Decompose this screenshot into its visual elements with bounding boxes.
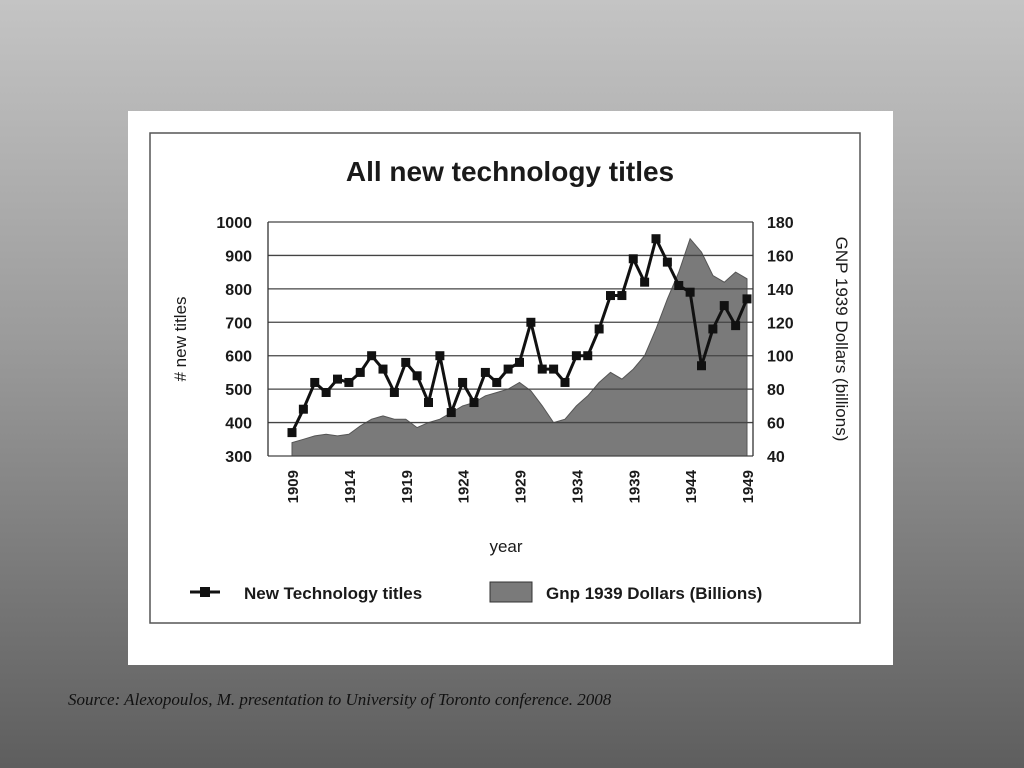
titles-point bbox=[583, 351, 593, 361]
chart-title: All new technology titles bbox=[346, 156, 674, 187]
gnp-area bbox=[291, 237, 748, 457]
chart-image: All new technology titles 300 400 500 600 70… bbox=[128, 111, 893, 665]
y-tick-label: 500 bbox=[225, 382, 252, 399]
titles-point bbox=[389, 387, 399, 397]
y-tick-label: 700 bbox=[225, 315, 252, 332]
titles-point bbox=[594, 324, 604, 334]
titles-point bbox=[571, 351, 581, 361]
titles-point bbox=[446, 408, 456, 418]
legend-marker-swatch bbox=[200, 587, 210, 597]
titles-point bbox=[526, 317, 536, 327]
chart: All new technology titles 300 400 500 600 70… bbox=[149, 132, 861, 624]
x-tick-label: 1934 bbox=[569, 469, 586, 503]
titles-point bbox=[685, 287, 695, 297]
titles-point bbox=[515, 357, 524, 367]
titles-point bbox=[674, 281, 684, 291]
titles-point bbox=[412, 371, 422, 381]
y-tick-label: 800 bbox=[225, 282, 252, 299]
y2-tick-label: 80 bbox=[767, 382, 785, 399]
titles-point bbox=[742, 294, 752, 304]
y-axis-label: # new titles bbox=[171, 296, 190, 381]
y2-tick-label: 40 bbox=[767, 449, 785, 466]
titles-point bbox=[321, 387, 331, 397]
y2-tick-label: 180 bbox=[767, 215, 794, 232]
legend: New Technology titles Gnp 1939 Dollars (… bbox=[190, 581, 762, 603]
titles-point bbox=[662, 257, 672, 267]
x-axis-label: year bbox=[489, 537, 522, 556]
x-tick-label: 1919 bbox=[399, 470, 416, 503]
legend-area-swatch bbox=[489, 581, 533, 603]
x-tick-label: 1924 bbox=[456, 469, 473, 503]
y2-tick-label: 120 bbox=[767, 315, 794, 332]
y-tick-label: 1000 bbox=[216, 215, 252, 232]
legend-label-titles: New Technology titles bbox=[244, 584, 422, 603]
y-tick-label: 300 bbox=[225, 449, 252, 466]
titles-point bbox=[435, 351, 445, 361]
titles-point bbox=[367, 351, 377, 361]
titles-point bbox=[628, 254, 638, 264]
x-tick-label: 1914 bbox=[342, 469, 359, 503]
y2-tick-label: 100 bbox=[767, 349, 794, 366]
legend-label-gnp: Gnp 1939 Dollars (Billions) bbox=[546, 584, 762, 603]
x-tick-label: 1944 bbox=[683, 469, 700, 503]
titles-point bbox=[458, 377, 468, 387]
titles-point bbox=[378, 364, 388, 374]
y2-axis-label: GNP 1939 Dollars (billions) bbox=[832, 237, 851, 442]
y-tick-label: 600 bbox=[225, 349, 252, 366]
titles-point bbox=[719, 301, 729, 311]
titles-point bbox=[333, 374, 342, 384]
titles-point bbox=[560, 377, 570, 387]
titles-point bbox=[617, 291, 627, 301]
titles-point bbox=[651, 234, 661, 244]
chart-frame bbox=[149, 132, 861, 624]
titles-point bbox=[469, 398, 479, 408]
titles-point bbox=[287, 428, 297, 438]
titles-point bbox=[480, 367, 490, 377]
y2-tick-label: 60 bbox=[767, 416, 785, 433]
titles-point bbox=[537, 364, 547, 374]
y2-tick-label: 160 bbox=[767, 248, 794, 265]
titles-point bbox=[401, 357, 411, 367]
titles-point bbox=[606, 291, 615, 301]
titles-point bbox=[298, 404, 308, 414]
source-caption: Source: Alexopoulos, M. presentation to … bbox=[68, 690, 612, 709]
x-tick-label: 1939 bbox=[626, 470, 643, 503]
titles-point bbox=[355, 367, 365, 377]
titles-point bbox=[310, 377, 320, 387]
x-tick-label: 1949 bbox=[740, 470, 757, 503]
titles-point bbox=[344, 377, 354, 387]
titles-point bbox=[708, 324, 718, 334]
titles-point bbox=[549, 364, 559, 374]
y-tick-label: 900 bbox=[225, 248, 252, 265]
titles-point bbox=[424, 398, 433, 408]
x-tick-label: 1909 bbox=[285, 470, 302, 503]
titles-point bbox=[492, 377, 502, 387]
titles-point bbox=[640, 277, 650, 287]
y-tick-label: 400 bbox=[225, 416, 252, 433]
titles-point bbox=[697, 361, 706, 371]
x-tick-label: 1929 bbox=[513, 470, 530, 503]
titles-point bbox=[731, 321, 741, 331]
titles-point bbox=[503, 364, 513, 374]
y2-tick-label: 140 bbox=[767, 282, 794, 299]
